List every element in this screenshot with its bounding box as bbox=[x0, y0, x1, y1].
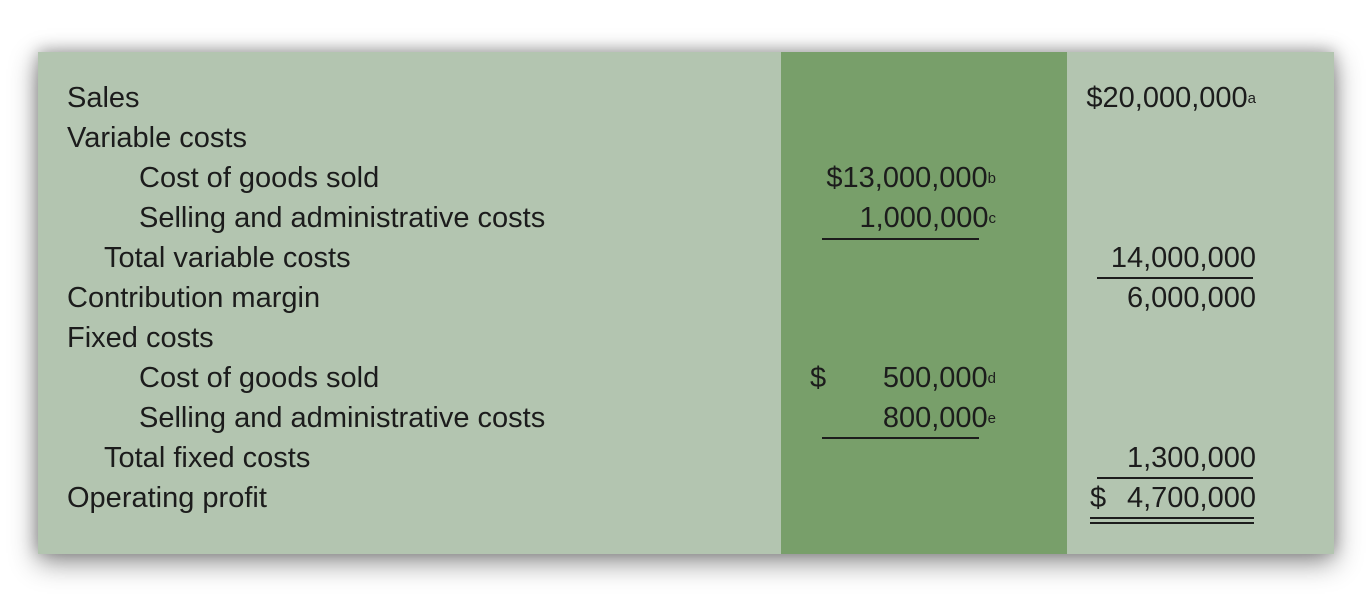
row-variable-cogs: Cost of goods sold $13,000,000b bbox=[38, 158, 1334, 198]
contribution-margin-label: Contribution margin bbox=[67, 282, 321, 314]
row-variable-sga: Selling and administrative costs 1,000,0… bbox=[38, 198, 1334, 238]
sales-amount: $20,000,000a bbox=[1086, 82, 1256, 114]
income-statement-panel: Sales $20,000,000a Variable costs Cost o… bbox=[38, 52, 1334, 554]
fixed-costs-label: Fixed costs bbox=[67, 322, 214, 354]
variable-cogs-amount: $13,000,000b bbox=[826, 162, 996, 194]
footnote-e: e bbox=[987, 410, 996, 427]
contribution-margin-amount: 6,000,000 bbox=[1126, 282, 1256, 314]
operating-profit-dollar-sign: $ bbox=[1090, 482, 1107, 514]
fixed-cogs-dollar-sign: $ bbox=[810, 362, 827, 394]
operating-profit-amount: 4,700,000 bbox=[1126, 482, 1256, 514]
total-variable-rule bbox=[1097, 277, 1253, 279]
total-fixed-label: Total fixed costs bbox=[104, 442, 311, 474]
total-fixed-amount: 1,300,000 bbox=[1126, 442, 1256, 474]
fixed-sga-amount: 800,000e bbox=[882, 402, 996, 434]
footnote-a: a bbox=[1247, 90, 1256, 107]
variable-sga-label: Selling and administrative costs bbox=[139, 202, 546, 234]
operating-profit-label: Operating profit bbox=[67, 482, 267, 514]
row-variable-costs: Variable costs bbox=[38, 118, 1334, 158]
total-fixed-rule bbox=[1097, 477, 1253, 479]
fixed-cogs-amount: 500,000d bbox=[882, 362, 996, 394]
row-operating-profit: Operating profit $ 4,700,000 bbox=[38, 478, 1334, 518]
footnote-b: b bbox=[987, 170, 996, 187]
row-contribution-margin: Contribution margin 6,000,000 bbox=[38, 278, 1334, 318]
fixed-subtotal-rule bbox=[822, 437, 979, 439]
variable-costs-label: Variable costs bbox=[67, 122, 247, 154]
footnote-c: c bbox=[988, 210, 997, 227]
fixed-cogs-label: Cost of goods sold bbox=[139, 362, 380, 394]
row-sales: Sales $20,000,000a bbox=[38, 78, 1334, 118]
total-variable-amount: 14,000,000 bbox=[1110, 242, 1256, 274]
row-total-variable: Total variable costs 14,000,000 bbox=[38, 238, 1334, 278]
footnote-d: d bbox=[987, 370, 996, 387]
row-total-fixed: Total fixed costs 1,300,000 bbox=[38, 438, 1334, 478]
total-variable-label: Total variable costs bbox=[104, 242, 351, 274]
variable-sga-amount: 1,000,000c bbox=[859, 202, 997, 234]
operating-profit-double-rule-top bbox=[1090, 517, 1254, 519]
row-fixed-cogs: Cost of goods sold $ 500,000d bbox=[38, 358, 1334, 398]
middle-amount-column bbox=[781, 52, 1067, 554]
row-fixed-costs: Fixed costs bbox=[38, 318, 1334, 358]
operating-profit-double-rule-bottom bbox=[1090, 522, 1254, 524]
variable-subtotal-rule bbox=[822, 238, 979, 240]
fixed-sga-label: Selling and administrative costs bbox=[139, 402, 546, 434]
variable-cogs-label: Cost of goods sold bbox=[139, 162, 380, 194]
row-fixed-sga: Selling and administrative costs 800,000… bbox=[38, 398, 1334, 438]
sales-label: Sales bbox=[67, 82, 140, 114]
